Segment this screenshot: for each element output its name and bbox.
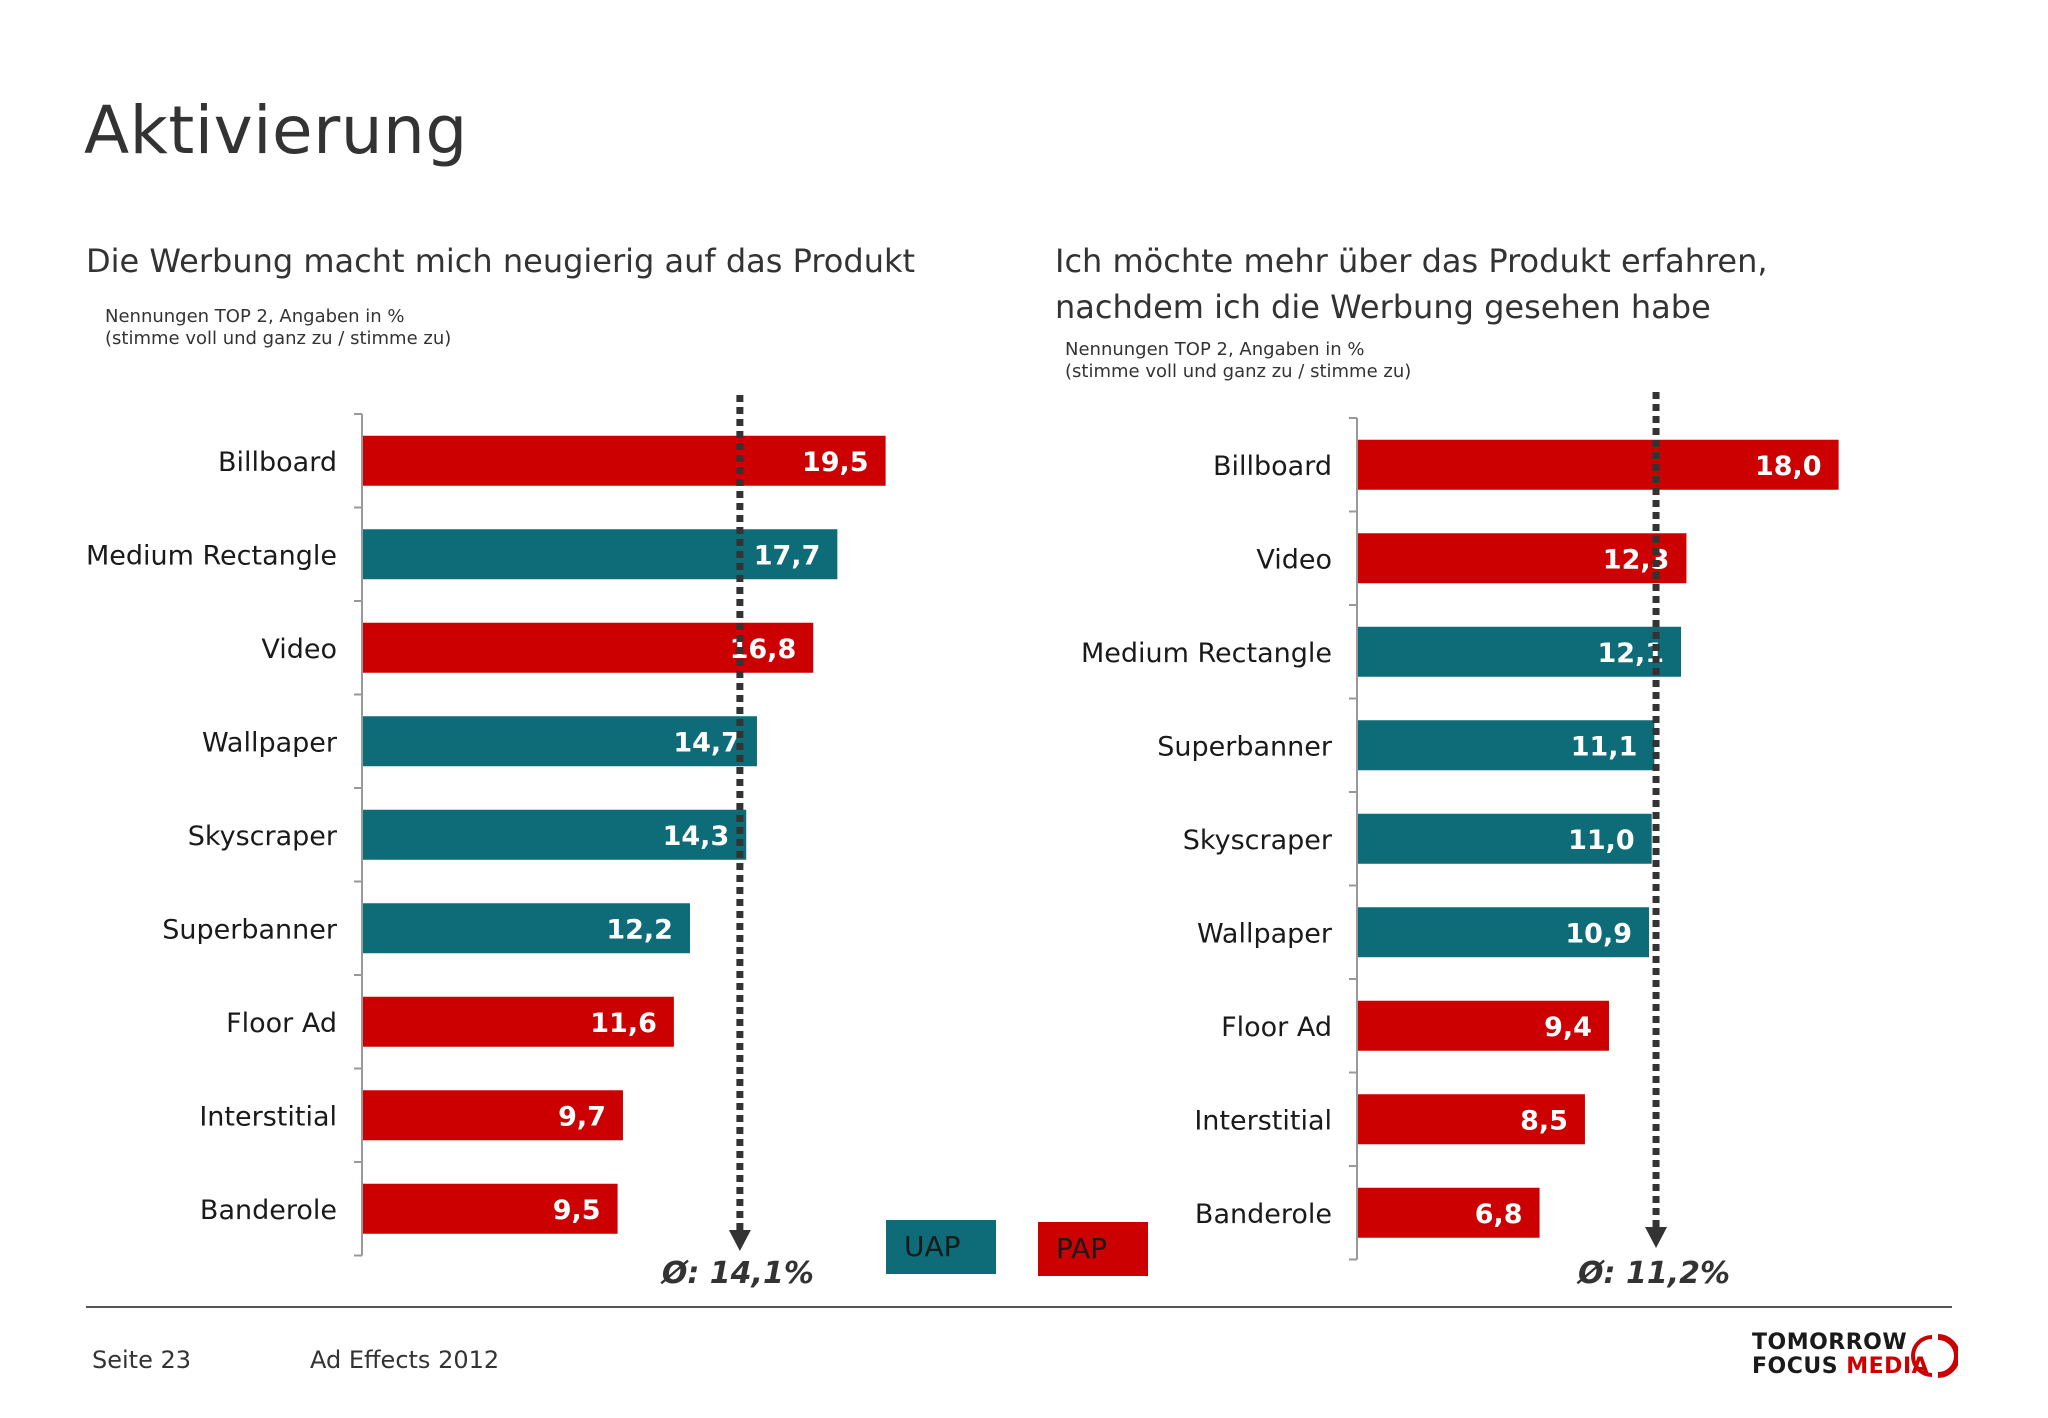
bar-value-label: 9,4: [1544, 1012, 1592, 1043]
chart-1-title: Die Werbung macht mich neugierig auf das…: [86, 242, 916, 280]
category-label: Wallpaper: [1197, 918, 1333, 949]
bar-value-label: 18,0: [1755, 451, 1822, 482]
logo-text-focus-media: FOCUS MEDIA: [1752, 1354, 1929, 1379]
chart-2-note-line1: Nennungen TOP 2, Angaben in %: [1065, 339, 1365, 360]
average-label: Ø: 14,1%: [660, 1256, 814, 1291]
legend-uap: UAP: [886, 1220, 996, 1274]
bar-value-label: 11,1: [1571, 731, 1638, 762]
legend-pap: PAP: [1038, 1222, 1148, 1276]
chart-2-title-line2: nachdem ich die Werbung gesehen habe: [1055, 288, 1711, 326]
bar: [363, 1090, 623, 1141]
logo-text-focus: FOCUS: [1752, 1354, 1839, 1379]
chart-2-title: Ich möchte mehr über das Produkt erfahre…: [1055, 238, 1768, 330]
bar: [363, 435, 886, 486]
average-label: Ø: 11,2%: [1576, 1256, 1730, 1291]
category-label: Billboard: [218, 447, 337, 478]
bar: [1358, 626, 1682, 677]
category-label: Interstitial: [1194, 1105, 1332, 1136]
bar: [1358, 1187, 1540, 1238]
average-arrow: [728, 1230, 751, 1251]
category-label: Skyscraper: [1183, 825, 1333, 856]
bar-value-label: 14,7: [673, 727, 740, 758]
chart-2-title-line1: Ich möchte mehr über das Produkt erfahre…: [1055, 242, 1768, 280]
bar: [1358, 813, 1652, 864]
bar-value-label: 14,3: [663, 821, 730, 852]
category-label: Medium Rectangle: [86, 540, 337, 571]
bar-value-label: 12,2: [606, 914, 673, 945]
category-label: Superbanner: [1157, 731, 1333, 762]
chart-1-note: Nennungen TOP 2, Angaben in % (stimme vo…: [105, 306, 451, 350]
logo-ring-icon: [1911, 1334, 1958, 1378]
category-label: Banderole: [1195, 1199, 1332, 1230]
bar: [363, 716, 757, 767]
bar: [363, 529, 838, 580]
bar-value-label: 10,9: [1565, 918, 1632, 949]
chart-1-note-line1: Nennungen TOP 2, Angaben in %: [105, 306, 405, 327]
chart-1-note-line2: (stimme voll und ganz zu / stimme zu): [105, 328, 452, 349]
page-number: Seite 23: [92, 1346, 192, 1374]
average-arrow: [1645, 1227, 1668, 1248]
chart-2-note-line2: (stimme voll und ganz zu / stimme zu): [1065, 361, 1412, 382]
bar: [1358, 1000, 1609, 1051]
bar: [1358, 1094, 1585, 1145]
bar: [363, 809, 747, 860]
bar: [1358, 533, 1687, 584]
bar-value-label: 11,6: [590, 1008, 657, 1039]
bar-value-label: 19,5: [802, 447, 869, 478]
chart-2-note: Nennungen TOP 2, Angaben in % (stimme vo…: [1065, 339, 1411, 383]
bar-value-label: 6,8: [1475, 1199, 1523, 1230]
category-label: Floor Ad: [226, 1008, 337, 1039]
category-label: Floor Ad: [1221, 1012, 1332, 1043]
bar-value-label: 9,5: [553, 1195, 601, 1226]
category-label: Billboard: [1213, 451, 1332, 482]
bar-value-label: 8,5: [1520, 1105, 1568, 1136]
category-label: Wallpaper: [202, 727, 338, 758]
page-title: Aktivierung: [84, 92, 468, 169]
bar: [363, 903, 690, 954]
category-label: Medium Rectangle: [1081, 638, 1332, 669]
category-label: Banderole: [200, 1195, 337, 1226]
bar-value-label: 12,1: [1597, 638, 1664, 669]
logo-text-tomorrow: TOMORROW: [1752, 1330, 1908, 1355]
bar-value-label: 17,7: [754, 540, 821, 571]
bar: [1358, 720, 1655, 771]
report-name: Ad Effects 2012: [310, 1346, 500, 1374]
bar: [363, 996, 674, 1047]
footer-divider: [86, 1306, 1952, 1308]
bar: [1358, 439, 1839, 490]
bar-value-label: 9,7: [558, 1101, 606, 1132]
bar: [1358, 907, 1650, 958]
bar: [363, 1183, 618, 1234]
category-label: Superbanner: [162, 914, 338, 945]
company-logo: TOMORROW FOCUS MEDIA: [1752, 1330, 1962, 1384]
category-label: Skyscraper: [188, 821, 338, 852]
bar-value-label: 11,0: [1568, 825, 1635, 856]
category-label: Video: [261, 634, 337, 665]
category-label: Video: [1256, 544, 1332, 575]
category-label: Interstitial: [199, 1101, 337, 1132]
